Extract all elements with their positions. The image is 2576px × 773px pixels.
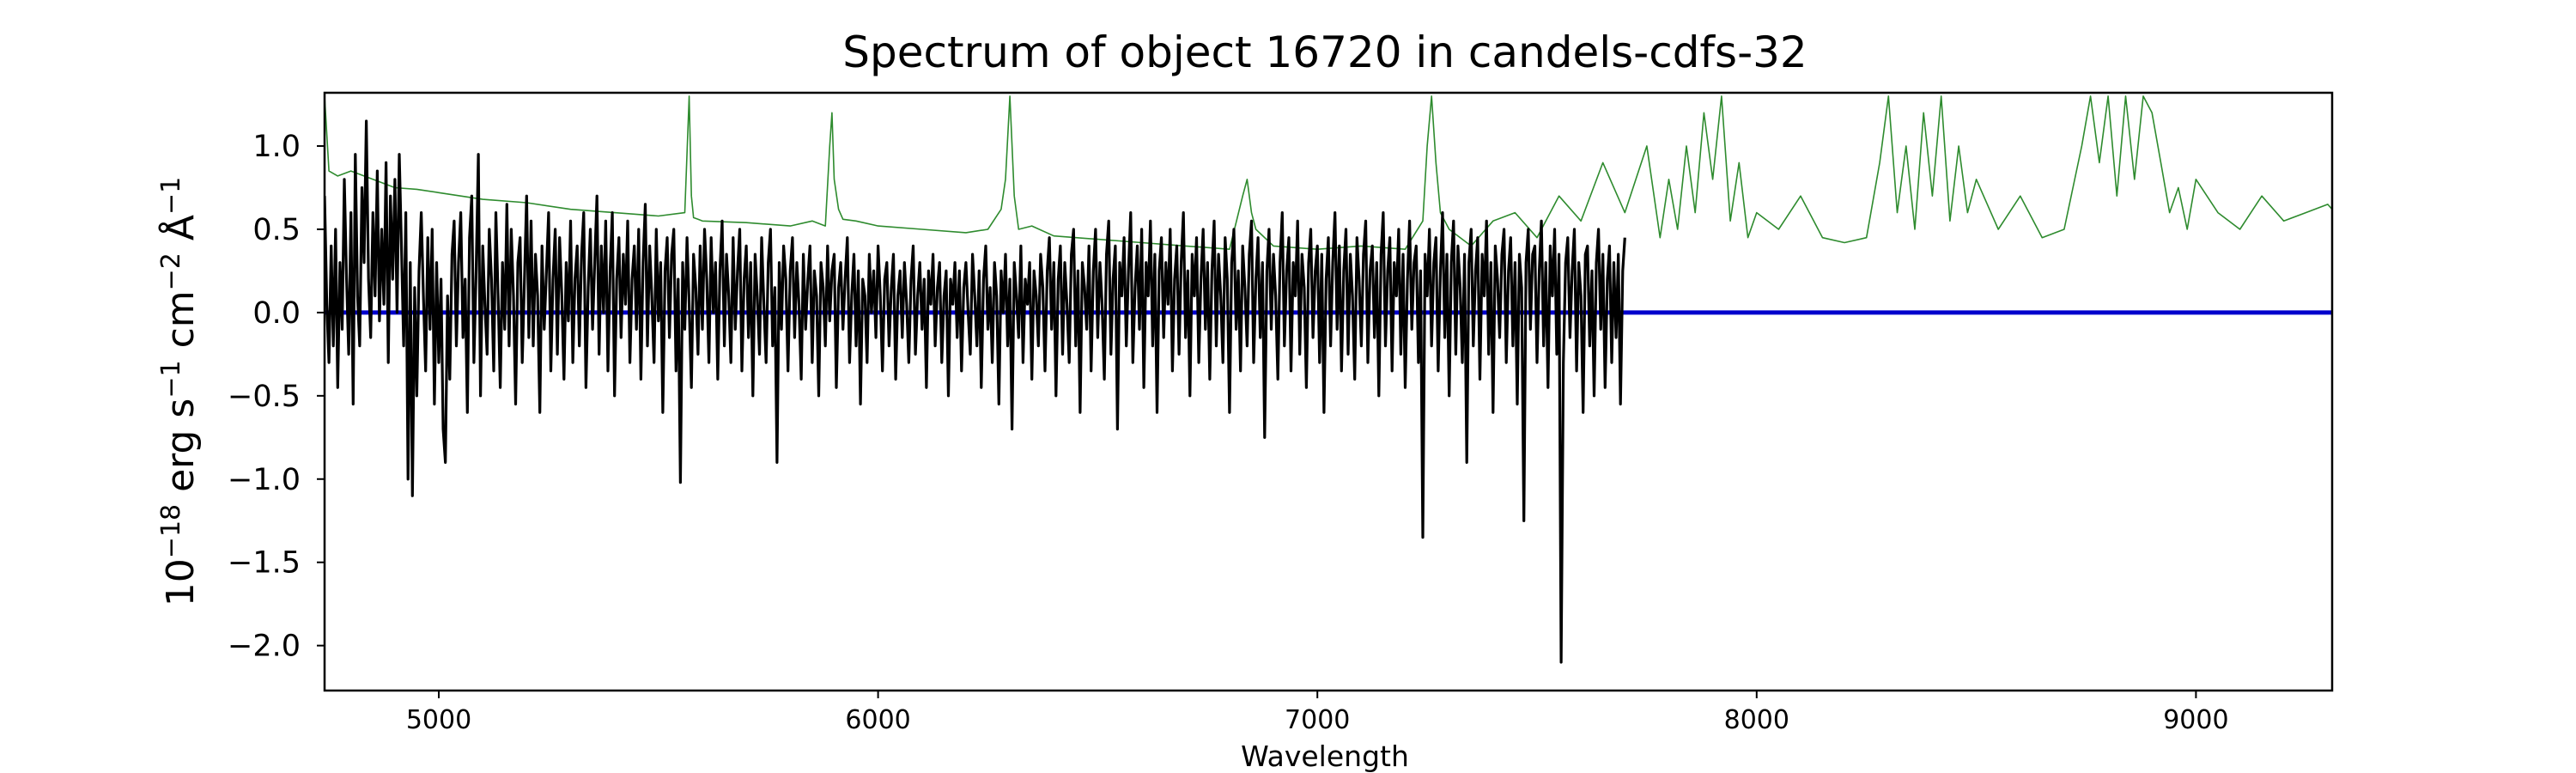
svg-text:10−18 erg s−1 cm−2 Å−1: 10−18 erg s−1 cm−2 Å−1 xyxy=(156,177,203,606)
x-tick-label: 9000 xyxy=(2163,705,2228,735)
y-axis: 1.0 0.5 0.0 −0.5 −1.0 −1.5 −2.0 xyxy=(228,130,325,664)
x-axis-label: Wavelength xyxy=(1241,740,1409,773)
series-line-error xyxy=(325,95,2332,251)
y-tick-label: −2.0 xyxy=(228,630,301,664)
y-tick-label: 0.0 xyxy=(252,296,301,331)
y-tick-label: −0.5 xyxy=(228,380,301,414)
x-tick-label: 5000 xyxy=(406,705,471,735)
plot-frame xyxy=(323,91,2334,692)
y-tick-label: −1.0 xyxy=(228,463,301,497)
x-tick-label: 8000 xyxy=(1724,705,1789,735)
x-axis: 5000 6000 7000 8000 9000 xyxy=(406,691,2229,735)
x-tick-label: 7000 xyxy=(1285,705,1350,735)
y-axis-label: 10−18 erg s−1 cm−2 Å−1 xyxy=(156,177,203,606)
plot-area xyxy=(325,95,2332,664)
x-tick-label: 6000 xyxy=(845,705,910,735)
y-tick-label: 0.5 xyxy=(252,213,301,247)
series-line-flux xyxy=(325,119,1626,664)
y-tick-label: 1.0 xyxy=(252,130,301,164)
chart-title: Spectrum of object 16720 in candels-cdfs… xyxy=(842,27,1807,77)
y-tick-label: −1.5 xyxy=(228,546,301,581)
